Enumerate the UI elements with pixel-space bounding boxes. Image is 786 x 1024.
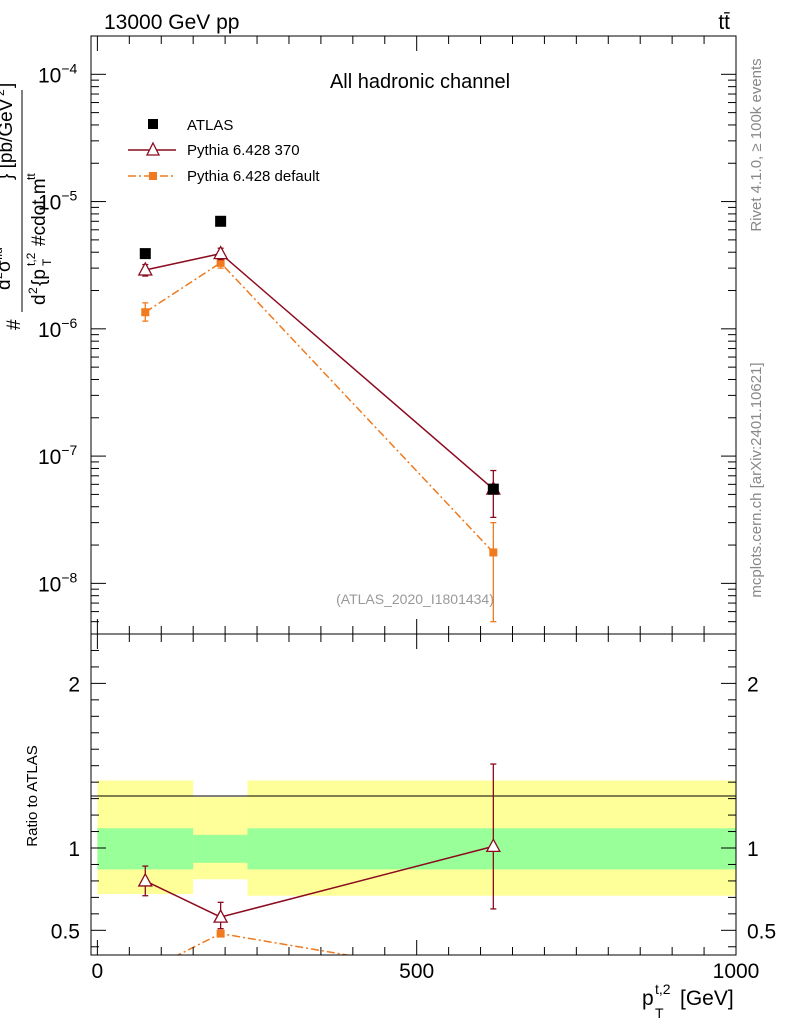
main-pythia-6-428-default-line <box>144 261 494 553</box>
main-y-tick-label: 10−7 <box>38 442 78 469</box>
svg-text:2: 2 <box>0 272 5 279</box>
main-atlas-point-2 <box>487 483 499 495</box>
main-pythia-6-428-370-point-0 <box>137 261 153 276</box>
legend: ATLAS Pythia 6.428 370 Pythia 6.428 defa… <box>128 117 320 185</box>
x-axis-label: p T t,2 [GeV] <box>642 981 734 1021</box>
main-panel: 10−4 10−5 10−6 10−7 10−8 All hadronic channe… <box>0 35 737 635</box>
main-ylabel: # d2 σfid d2 {pTt,2 #cdot mtt } [pb/GeV2… <box>0 83 54 330</box>
svg-text:t,2: t,2 <box>24 252 38 266</box>
svg-text:tt: tt <box>24 173 38 180</box>
ratio-y-tick-label-left: 1 <box>68 838 80 861</box>
x-tick-label: 0 <box>92 960 104 983</box>
svg-text:d: d <box>29 294 50 305</box>
x-axis-label-sup: t,2 <box>655 981 671 997</box>
ratio-inner-band-1 <box>193 834 248 863</box>
main-y-tick-label: 10−8 <box>38 569 78 596</box>
ratio-plot-area <box>137 763 501 984</box>
ratio-y-tick-label-left: 2 <box>68 673 80 696</box>
ratio-pythia-6-428-370-point-0 <box>137 872 153 887</box>
main-ticks: 10−4 10−5 10−6 10−7 10−8 <box>38 35 737 635</box>
svg-text:σ: σ <box>0 260 15 272</box>
ratio-pythia-6-428-default-point-0 <box>141 967 149 975</box>
ratio-y-tick-label-right: 2 <box>747 673 759 696</box>
process-label: tt̄ <box>718 11 730 34</box>
svg-text:#: # <box>4 319 25 330</box>
x-tick-label: 500 <box>399 960 434 983</box>
svg-text:#cdot m: #cdot m <box>29 178 50 246</box>
main-pythia-6-428-370-line <box>145 252 494 490</box>
ratio-inner-band-0 <box>97 828 194 870</box>
ratio-y-tick-label-right: 1 <box>747 838 759 861</box>
main-pythia-6-428-default-point-0 <box>141 308 150 317</box>
legend-label-pythia-370: Pythia 6.428 370 <box>187 142 300 159</box>
ratio-pythia-6-428-370-point-2 <box>485 837 501 853</box>
ratio-pythia-6-428-default-line <box>176 932 352 955</box>
energy-label: 13000 GeV pp <box>104 11 239 34</box>
x-axis-label-main: p <box>642 987 654 1010</box>
ratio-pythia-6-428-default-point-1 <box>216 929 225 938</box>
ratio-bands <box>97 780 736 896</box>
mcplots-label: mcplots.cern.ch [arXiv:2401.10621] <box>748 362 765 597</box>
svg-text:d: d <box>0 279 15 290</box>
svg-text:2: 2 <box>0 89 7 96</box>
main-pythia-6-428-default-point-2 <box>489 548 498 557</box>
ratio-pythia-6-428-default-point-2 <box>489 976 497 984</box>
x-tick-label: 1000 <box>713 960 760 983</box>
legend-marker-pythia-370 <box>145 141 161 156</box>
main-atlas-point-0 <box>139 248 151 260</box>
ratio-y-tick-label-left: 0.5 <box>51 920 80 943</box>
legend-marker-pythia-default <box>149 172 157 180</box>
ratio-ticks: 0 500 1000 0.5 0.5 1 1 2 2 <box>51 633 776 983</box>
ratio-panel: 0 500 1000 0.5 0.5 1 1 2 2 Ratio to ATLAS p T t,… <box>24 633 776 1021</box>
rivet-label: Rivet 4.1.0, ≥ 100k events <box>748 58 765 231</box>
ratio-y-tick-label-right: 0.5 <box>747 920 776 943</box>
main-title: All hadronic channel <box>330 71 510 93</box>
x-axis-label-sub: T <box>655 1005 664 1021</box>
legend-marker-atlas <box>148 119 158 129</box>
watermark: (ATLAS_2020_I1801434) <box>336 591 494 607</box>
main-pythia-6-428-370-point-1 <box>213 245 229 260</box>
main-pythia-6-428-default-point-1 <box>216 258 225 267</box>
ratio-ylabel: Ratio to ATLAS <box>24 745 41 846</box>
main-y-tick-label: 10−4 <box>38 60 78 87</box>
main-atlas-point-1 <box>215 215 227 227</box>
svg-text:2: 2 <box>26 287 40 294</box>
svg-text:T: T <box>40 258 54 266</box>
main-y-tick-label: 10−6 <box>38 315 78 342</box>
main-y-tick-label: 10−5 <box>38 188 78 215</box>
svg-text:]: ] <box>0 83 17 88</box>
svg-text:} [pb/GeV: } [pb/GeV <box>0 98 17 180</box>
legend-label-atlas: ATLAS <box>187 117 233 134</box>
ratio-pythia-6-428-370-point-1 <box>213 908 229 923</box>
svg-text:fid: fid <box>0 247 5 260</box>
x-axis-label-unit: [GeV] <box>680 987 734 1010</box>
svg-text:{p: {p <box>29 269 50 286</box>
main-plot-area <box>137 215 501 623</box>
ratio-frame <box>90 633 737 956</box>
legend-label-pythia-default: Pythia 6.428 default <box>187 168 320 185</box>
